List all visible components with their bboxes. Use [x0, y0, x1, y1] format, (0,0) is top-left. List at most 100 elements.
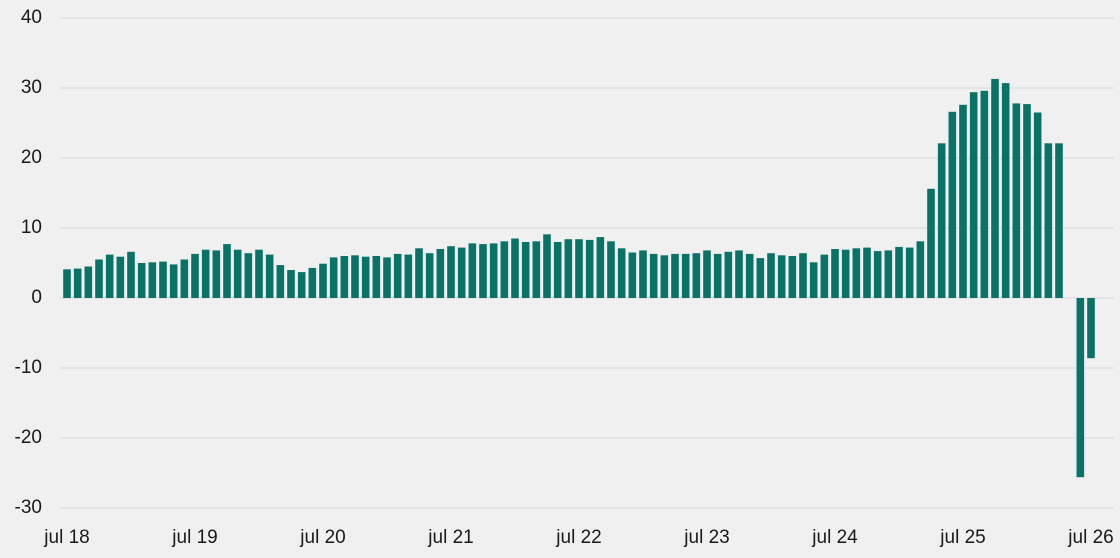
x-tick-label: jul 20	[299, 527, 345, 548]
bar	[713, 253, 722, 298]
x-tick-label: jul 26	[1067, 527, 1113, 548]
x-tick-label: jul 25	[939, 527, 985, 548]
bar	[660, 255, 669, 298]
x-tick-label: jul 24	[811, 527, 858, 548]
bar	[116, 256, 125, 298]
bar	[937, 143, 946, 298]
bar	[788, 256, 797, 298]
y-tick-label: 30	[21, 77, 42, 98]
bar	[265, 254, 274, 298]
bar	[511, 238, 519, 298]
bar	[991, 78, 999, 299]
bar	[831, 249, 839, 298]
bar	[276, 265, 285, 298]
bar	[628, 252, 637, 298]
bar	[255, 249, 263, 298]
y-tick-label: -30	[15, 497, 42, 518]
bar	[383, 257, 391, 298]
bar	[884, 250, 893, 298]
bar	[479, 244, 487, 298]
bar	[927, 188, 935, 298]
bar	[724, 251, 733, 298]
bar	[1087, 298, 1095, 359]
bar	[809, 262, 818, 298]
bar	[543, 234, 551, 298]
bar	[244, 253, 253, 298]
bar	[585, 239, 594, 298]
bar	[372, 256, 381, 298]
bar	[425, 253, 434, 298]
bar	[596, 237, 605, 298]
x-tick-label: jul 21	[427, 527, 473, 548]
bar	[905, 247, 914, 298]
y-tick-label: -10	[15, 357, 42, 378]
bar	[617, 248, 626, 298]
bar	[447, 246, 455, 298]
bar	[159, 261, 167, 298]
bar	[607, 241, 615, 298]
x-tick-label: jul 19	[171, 527, 217, 548]
bar	[703, 250, 711, 298]
bar	[351, 255, 359, 298]
bar	[895, 246, 903, 298]
bar	[745, 253, 754, 298]
bar	[820, 254, 829, 298]
bar	[84, 266, 93, 298]
bar	[393, 253, 402, 298]
bar	[649, 253, 658, 298]
bar	[564, 239, 573, 298]
bar	[692, 253, 701, 298]
y-tick-label: -20	[15, 427, 42, 448]
bar	[671, 253, 679, 298]
bar	[980, 90, 989, 298]
bar	[948, 111, 957, 298]
bar	[436, 249, 445, 298]
bar	[553, 242, 562, 298]
bar	[308, 267, 317, 298]
bar	[329, 257, 338, 298]
bar	[105, 254, 114, 298]
bar	[191, 253, 199, 298]
bar	[404, 254, 413, 298]
bar	[137, 263, 146, 298]
bar	[95, 259, 103, 298]
bar	[532, 241, 541, 298]
bar	[1044, 143, 1053, 298]
bar	[287, 270, 295, 298]
bar	[959, 104, 967, 298]
bar	[223, 244, 231, 298]
bar	[457, 247, 466, 298]
bar	[127, 251, 135, 298]
bar	[841, 249, 850, 298]
bar	[873, 251, 882, 298]
bar	[1012, 103, 1021, 299]
y-tick-label: 20	[21, 147, 42, 168]
bar	[1055, 143, 1063, 298]
bar	[233, 249, 242, 298]
bar	[575, 239, 583, 298]
bar	[863, 247, 871, 298]
bar	[1076, 298, 1085, 478]
bar	[969, 92, 978, 298]
bar	[148, 262, 157, 298]
bar	[852, 248, 861, 298]
bar	[777, 255, 786, 298]
bar	[319, 263, 327, 298]
bar	[639, 250, 647, 298]
bar	[735, 250, 743, 298]
bar	[468, 243, 477, 298]
x-tick-label: jul 22	[555, 527, 601, 548]
x-tick-label: jul 23	[683, 527, 729, 548]
bar	[756, 258, 765, 298]
bar	[767, 253, 775, 298]
bar	[169, 264, 178, 298]
x-tick-label: jul 18	[43, 527, 89, 548]
bar	[340, 256, 349, 298]
bar	[180, 259, 189, 298]
y-tick-label: 10	[21, 217, 42, 238]
bar	[73, 268, 82, 298]
bar	[1001, 83, 1010, 298]
bar	[916, 241, 925, 298]
